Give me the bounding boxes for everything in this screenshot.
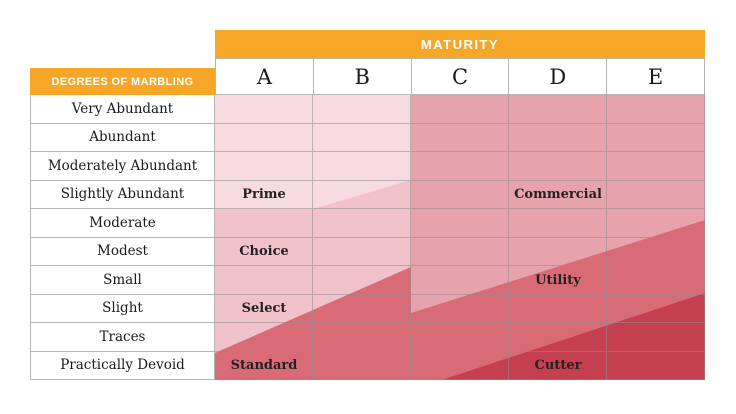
grid-cell: [509, 123, 607, 152]
grid-cell: [313, 266, 411, 295]
grid-cell: [215, 180, 313, 209]
marbling-row-slightly-abundant: Slightly Abundant: [31, 180, 215, 209]
table-body: Very Abundant Abundant Moderately Abundant…: [30, 95, 706, 380]
marbling-row-very-abundant: Very Abundant: [31, 95, 215, 124]
marbling-row-slight: Slight: [31, 294, 215, 323]
grid-cell: [607, 180, 705, 209]
marbling-row-modest: Modest: [31, 237, 215, 266]
grid-cell: [215, 237, 313, 266]
grid-cell: [607, 266, 705, 295]
grid-cell: [607, 351, 705, 380]
maturity-column-e: E: [607, 58, 705, 95]
grade-label-standard: Standard: [230, 358, 298, 374]
marbling-row-practically-devoid: Practically Devoid: [31, 351, 215, 380]
grid-cell: [509, 266, 607, 295]
grid-cell: [607, 123, 705, 152]
maturity-column-a: A: [216, 58, 314, 95]
grid-cell: [411, 180, 509, 209]
grid-cell: [215, 152, 313, 181]
marbling-row-moderate: Moderate: [31, 209, 215, 238]
grid-cell: [313, 351, 411, 380]
grid-overlay: [215, 95, 705, 380]
grade-label-prime: Prime: [242, 187, 286, 203]
grid-cell: [215, 351, 313, 380]
grid-cell: [215, 209, 313, 238]
grid-cell: [509, 180, 607, 209]
grid-cell: [215, 123, 313, 152]
grid-cell: [215, 294, 313, 323]
grid-cell: [607, 95, 705, 124]
grid-cell: [509, 323, 607, 352]
grid-cell: [607, 152, 705, 181]
grid-cell: [607, 237, 705, 266]
marbling-row-moderately-abundant: Moderately Abundant: [31, 152, 215, 181]
grid-cell: [509, 351, 607, 380]
marbling-row-traces: Traces: [31, 323, 215, 352]
grid-cell: [411, 237, 509, 266]
grid-cell: [607, 209, 705, 238]
grid-cell: [313, 152, 411, 181]
grid-cell: [313, 180, 411, 209]
grid-cell: [411, 266, 509, 295]
marbling-header-cell: DEGREES OF MARBLING: [30, 68, 215, 95]
grid-cell: [215, 95, 313, 124]
grid-cell: [313, 294, 411, 323]
grid-cell: [411, 152, 509, 181]
grade-label-choice: Choice: [239, 244, 289, 260]
grid-cell: [509, 152, 607, 181]
grid-cell: [215, 323, 313, 352]
grid-cell: [313, 209, 411, 238]
grades-area: Prime Commercial Choice Utility Select Standa…: [215, 95, 705, 380]
grid-cell: [215, 266, 313, 295]
grid-cell: [509, 237, 607, 266]
grade-labels-layer: Prime Commercial Choice Utility Select Standa…: [215, 95, 705, 380]
grid-cell: [411, 323, 509, 352]
grid-cell: [411, 123, 509, 152]
grid-cell: [509, 209, 607, 238]
grid-cell: [411, 294, 509, 323]
grid-cell: [607, 323, 705, 352]
grid-cell: [509, 95, 607, 124]
grid-cell: [607, 294, 705, 323]
grade-label-cutter: Cutter: [534, 358, 582, 374]
marbling-row-small: Small: [31, 266, 215, 295]
grid-cell: [411, 95, 509, 124]
grid-cell: [313, 237, 411, 266]
grade-label-commercial: Commercial: [514, 187, 602, 203]
grade-regions-svg: [215, 95, 705, 380]
marbling-row-abundant: Abundant: [31, 123, 215, 152]
maturity-column-b: B: [313, 58, 412, 95]
grid-cell: [313, 95, 411, 124]
marbling-row-labels: Very Abundant Abundant Moderately Abundant…: [30, 95, 215, 380]
grid-cell: [411, 209, 509, 238]
grid-cell: [509, 294, 607, 323]
grid-cell: [313, 323, 411, 352]
grid-cell: [411, 351, 509, 380]
maturity-column-d: D: [509, 58, 608, 95]
maturity-column-c: C: [411, 58, 510, 95]
grade-label-select: Select: [241, 301, 287, 317]
grid-cell: [313, 123, 411, 152]
grade-label-utility: Utility: [535, 272, 581, 288]
maturity-banner: MATURITY: [215, 30, 705, 58]
